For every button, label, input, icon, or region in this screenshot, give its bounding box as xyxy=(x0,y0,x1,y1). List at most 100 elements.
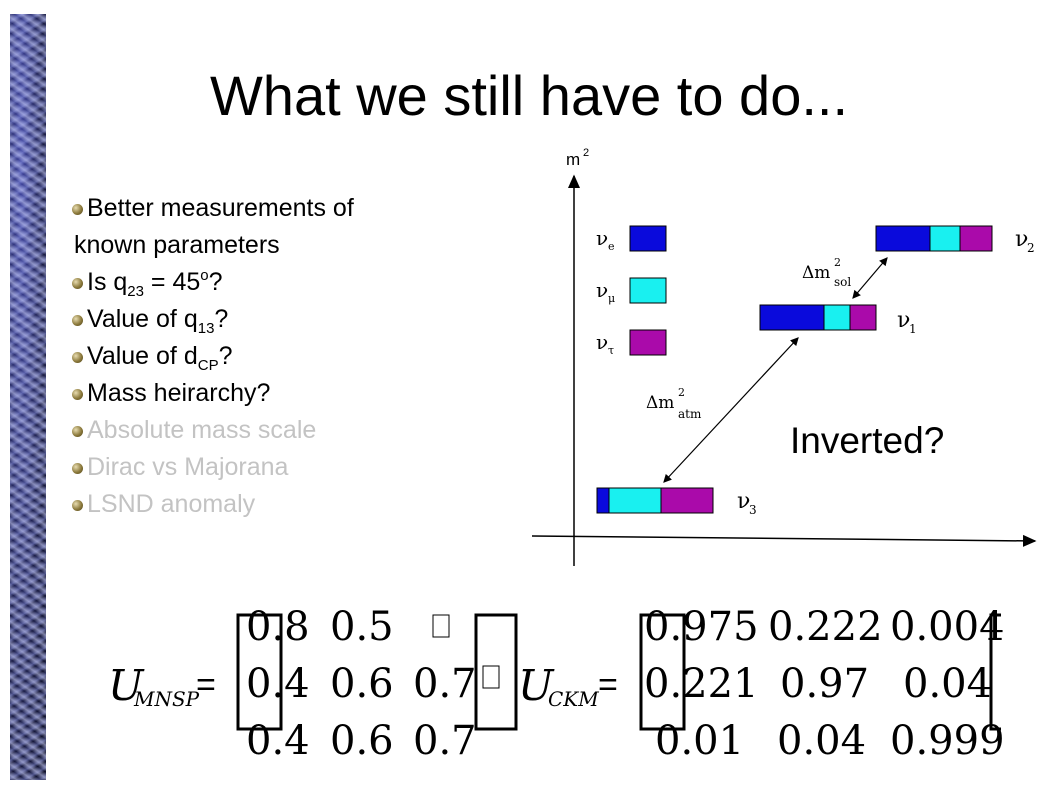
inverted-label: Inverted? xyxy=(790,420,944,461)
bullet-icon xyxy=(72,352,83,363)
dm-atm-sup: 2 xyxy=(678,386,685,399)
ckm-cell: 0.975 xyxy=(644,604,759,650)
bullet-item-theta23: Is q23 = 45o? xyxy=(72,264,452,301)
y-axis-label-sup: 2 xyxy=(583,147,589,159)
dm-sol-delta: Δm xyxy=(802,263,830,283)
missing-glyph-icon xyxy=(482,665,500,689)
ckm-right-bracket xyxy=(989,613,1001,731)
bullet-text: Absolute mass scale xyxy=(87,416,317,444)
dm-atm-delta: Δm xyxy=(646,393,674,413)
dm-atm-arrow xyxy=(663,337,799,483)
mnsp-cell: 0.7 xyxy=(413,718,477,764)
mass-bar-nu1 xyxy=(759,304,877,331)
bullet-item-continuation: known parameters xyxy=(72,227,452,264)
bullet-item-delta-cp: Value of dCP? xyxy=(72,338,452,375)
dm-atm-sub: atm xyxy=(678,407,702,421)
bullet-item-lsnd: LSND anomaly xyxy=(72,486,452,523)
bullet-text: ? xyxy=(208,268,223,296)
bullet-text: Value of q xyxy=(87,305,198,333)
mnsp-cell: 0.8 xyxy=(246,604,310,650)
nu2-mu-segment xyxy=(929,225,961,252)
bullet-list: Better measurements of known parameters … xyxy=(72,190,452,523)
mnsp-cell: 0.6 xyxy=(330,661,394,707)
ckm-cell: 0.04 xyxy=(777,718,866,764)
mnsp-subscript: MNSP xyxy=(133,687,200,711)
nu3-sub: 3 xyxy=(749,503,757,517)
bullet-text: Value of d xyxy=(87,342,198,370)
bullet-text: = 45 xyxy=(143,268,201,296)
ckm-cell: 0.97 xyxy=(780,661,869,707)
legend-nu-e-box xyxy=(629,225,667,252)
nu3-e-segment xyxy=(596,487,610,514)
bullet-text: LSND anomaly xyxy=(87,490,256,518)
mass-bar-nu2 xyxy=(875,225,993,252)
ckm-cell: 0.01 xyxy=(655,718,744,764)
mnsp-cell: 0.7 xyxy=(413,661,477,707)
ckm-bracket-box xyxy=(639,613,686,731)
bullet-icon xyxy=(72,204,83,215)
nu2-sub: 2 xyxy=(1027,241,1035,255)
x-axis xyxy=(531,534,1037,547)
mnsp-cell: 0.5 xyxy=(330,604,394,650)
bullet-icon xyxy=(72,278,83,289)
bullet-superscript: o xyxy=(200,267,209,284)
nu1-e-segment xyxy=(759,304,825,331)
bullet-text: known parameters xyxy=(74,231,280,259)
nu1-tau-segment xyxy=(849,304,877,331)
nu3-label: ν xyxy=(737,489,750,514)
mnsp-bracket-box xyxy=(236,613,283,731)
legend-nu-e-sub: e xyxy=(608,240,615,253)
ckm-cell: 0.999 xyxy=(890,718,1005,764)
nu3-mu-segment xyxy=(608,487,662,514)
mnsp-cell: 0.4 xyxy=(246,661,310,707)
legend-nu-mu-box xyxy=(629,277,667,304)
nu1-label: ν xyxy=(897,308,910,333)
legend-nu-e-label: ν xyxy=(596,226,608,250)
legend-nu-tau-label: ν xyxy=(596,330,608,354)
bullet-subscript: CP xyxy=(197,357,219,374)
bullet-subscript: 13 xyxy=(197,320,215,337)
mnsp-cell: 0.4 xyxy=(246,718,310,764)
ckm-equals: = xyxy=(598,666,618,704)
dm-sol-sup: 2 xyxy=(834,256,841,269)
bullet-text: Is q xyxy=(87,268,128,296)
nu3-tau-segment xyxy=(660,487,714,514)
bullet-text: ? xyxy=(218,342,233,370)
bullet-icon xyxy=(72,426,83,437)
nu1-sub: 1 xyxy=(909,322,917,336)
ckm-symbol: U xyxy=(518,661,555,710)
mnsp-cell: 0.6 xyxy=(330,718,394,764)
bullet-item-theta13: Value of q13? xyxy=(72,301,452,338)
mnsp-symbol: U xyxy=(108,661,145,710)
y-axis-label: m xyxy=(566,150,580,169)
legend-nu-mu-label: ν xyxy=(596,278,608,302)
legend-nu-tau-sub: τ xyxy=(608,344,614,357)
ckm-subscript: CKM xyxy=(548,687,599,711)
ckm-cell: 0.221 xyxy=(644,661,759,707)
nu2-tau-segment xyxy=(959,225,993,252)
bullet-text: Dirac vs Majorana xyxy=(87,453,289,481)
mnsp-cells: 0.8 0.5 0.4 0.6 0.7 0.4 0.6 0.7 xyxy=(246,604,477,764)
slide-title: What we still have to do... xyxy=(209,64,849,127)
bullet-item-better-measurements: Better measurements of xyxy=(72,190,452,227)
dm-sol-arrow xyxy=(852,257,888,299)
decorative-side-strip xyxy=(10,14,46,780)
bullet-item-mass-hierarchy: Mass heirarchy? xyxy=(72,375,452,412)
ckm-cells: 0.975 0.222 0.004 0.221 0.97 0.04 0.01 0… xyxy=(644,604,1005,764)
bullet-text: Mass heirarchy? xyxy=(87,379,271,407)
nu2-label: ν xyxy=(1015,227,1028,252)
mass-bar-nu3 xyxy=(596,487,714,514)
bullet-text: ? xyxy=(214,305,229,333)
nu2-e-segment xyxy=(875,225,931,252)
bullet-icon xyxy=(72,500,83,511)
ckm-cell: 0.04 xyxy=(903,661,992,707)
bullet-icon xyxy=(72,315,83,326)
bullet-item-dirac-majorana: Dirac vs Majorana xyxy=(72,449,452,486)
bullet-icon xyxy=(72,463,83,474)
dm-sol-sub: sol xyxy=(834,275,851,289)
mnsp-bracket-right-box xyxy=(474,613,518,731)
legend-nu-tau-box xyxy=(629,329,667,356)
bullet-text: Better measurements of xyxy=(87,194,354,222)
mnsp-equals: = xyxy=(196,666,216,704)
